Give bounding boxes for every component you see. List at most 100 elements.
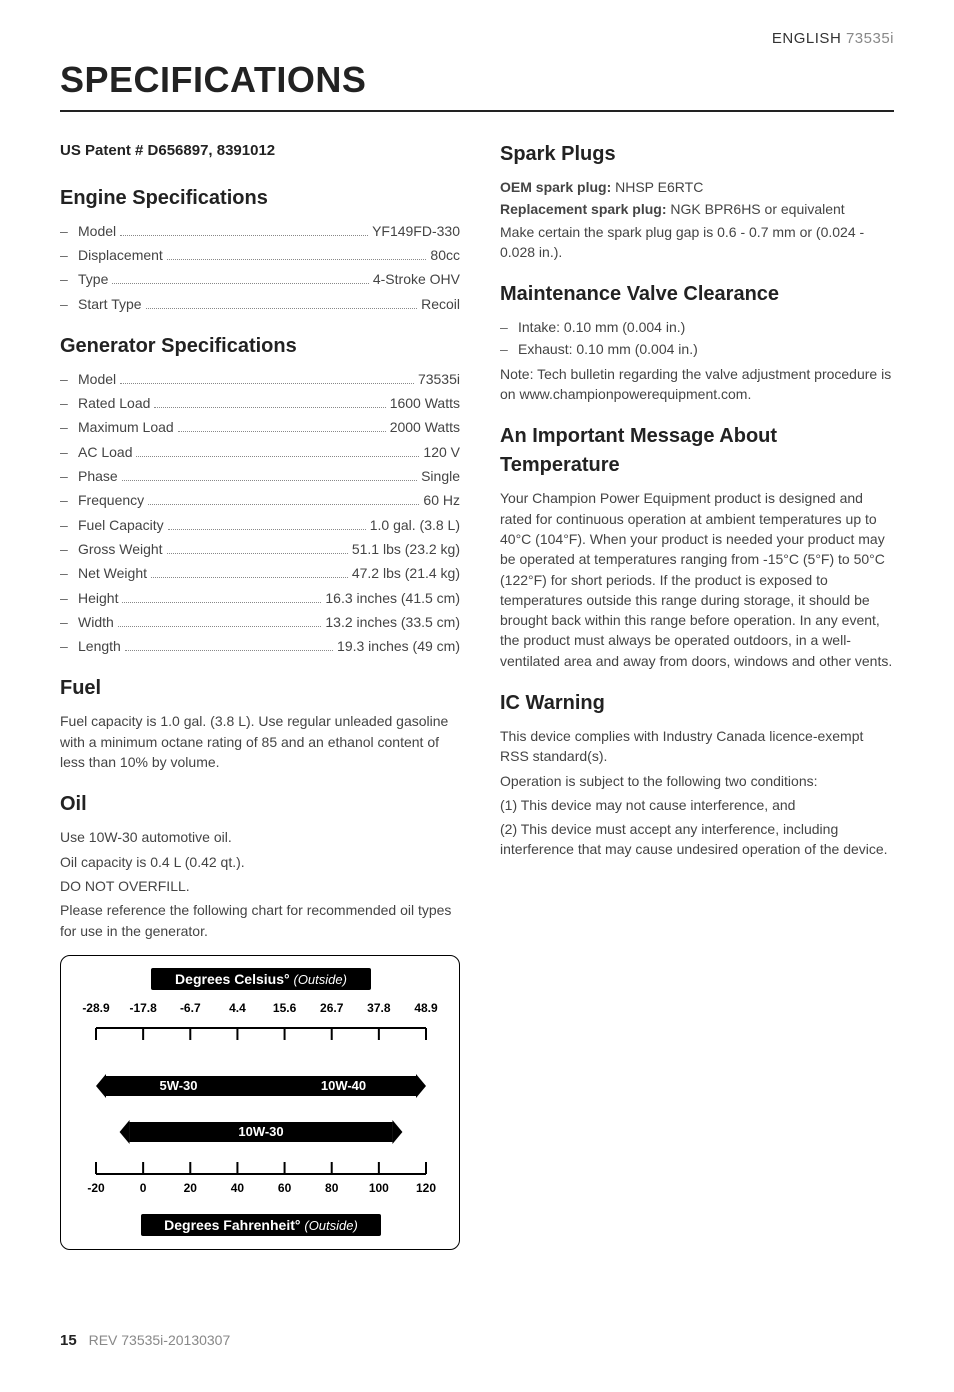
dash-icon: – <box>500 339 518 359</box>
spec-value: 80cc <box>430 245 460 265</box>
svg-text:0: 0 <box>140 1181 147 1195</box>
svg-text:4.4: 4.4 <box>229 1001 246 1015</box>
spec-value: 1.0 gal. (3.8 L) <box>370 515 460 535</box>
spec-value: 1600 Watts <box>390 393 460 413</box>
spec-value: 120 V <box>423 442 460 462</box>
spec-row: –Net Weight47.2 lbs (21.4 kg) <box>60 563 460 583</box>
oil-line: Oil capacity is 0.4 L (0.42 qt.). <box>60 852 460 872</box>
svg-text:Degrees Celsius° (Outside): Degrees Celsius° (Outside) <box>175 971 347 987</box>
engine-specs-list: –ModelYF149FD-330 –Displacement 80cc –Type4… <box>60 221 460 314</box>
svg-text:15.6: 15.6 <box>273 1001 297 1015</box>
left-column: US Patent # D656897, 8391012 Engine Spec… <box>60 140 460 1250</box>
fuel-body: Fuel capacity is 1.0 gal. (3.8 L). Use r… <box>60 711 460 772</box>
svg-text:40: 40 <box>231 1181 245 1195</box>
spec-row: –ModelYF149FD-330 <box>60 221 460 241</box>
svg-text:120: 120 <box>416 1181 436 1195</box>
spec-row: –Length19.3 inches (49 cm) <box>60 636 460 656</box>
svg-text:80: 80 <box>325 1181 339 1195</box>
svg-text:10W-40: 10W-40 <box>321 1078 366 1093</box>
spec-value: 47.2 lbs (21.4 kg) <box>352 563 460 583</box>
spec-row: –Start TypeRecoil <box>60 294 460 314</box>
dot-leader <box>168 529 366 530</box>
dot-leader <box>136 456 419 457</box>
dot-leader <box>120 235 368 236</box>
dash-icon: – <box>60 588 78 608</box>
dash-icon: – <box>60 442 78 462</box>
dot-leader <box>118 626 322 627</box>
oil-line: DO NOT OVERFILL. <box>60 876 460 896</box>
patent-line: US Patent # D656897, 8391012 <box>60 140 460 162</box>
dot-leader <box>151 577 348 578</box>
spec-label: Model <box>78 221 116 241</box>
svg-text:-20: -20 <box>87 1181 105 1195</box>
spec-row: –Model73535i <box>60 369 460 389</box>
dash-icon: – <box>60 369 78 389</box>
page-title: SPECIFICATIONS <box>60 54 894 112</box>
svg-text:20: 20 <box>184 1181 198 1195</box>
dot-leader <box>167 259 427 260</box>
replacement-spark-plug: Replacement spark plug: NGK BPR6HS or eq… <box>500 199 894 219</box>
svg-text:Degrees Fahrenheit° (Outside): Degrees Fahrenheit° (Outside) <box>164 1217 358 1233</box>
spec-label: AC Load <box>78 442 132 462</box>
spec-label: Length <box>78 636 121 656</box>
ic-line: This device complies with Industry Canad… <box>500 726 894 767</box>
spec-row: –Displacement 80cc <box>60 245 460 265</box>
dash-icon: – <box>60 490 78 510</box>
fuel-heading: Fuel <box>60 674 460 703</box>
dash-icon: – <box>60 393 78 413</box>
spec-label: Phase <box>78 466 118 486</box>
spec-label: Width <box>78 612 114 632</box>
dot-leader <box>148 504 419 505</box>
dash-icon: – <box>60 245 78 265</box>
engine-specs-heading: Engine Specifications <box>60 184 460 213</box>
svg-text:26.7: 26.7 <box>320 1001 344 1015</box>
ic-line: (2) This device must accept any interfer… <box>500 819 894 860</box>
svg-text:-6.7: -6.7 <box>180 1001 201 1015</box>
spec-value: 16.3 inches (41.5 cm) <box>325 588 460 608</box>
spec-label: Type <box>78 269 108 289</box>
list-item-text: Intake: 0.10 mm (0.004 in.) <box>518 317 685 337</box>
ic-warning-heading: IC Warning <box>500 689 894 718</box>
spec-label: Displacement <box>78 245 163 265</box>
spec-value: 51.1 lbs (23.2 kg) <box>352 539 460 559</box>
svg-text:-28.9: -28.9 <box>82 1001 110 1015</box>
valve-clearance-note: Note: Tech bulletin regarding the valve … <box>500 364 894 405</box>
spec-label: Fuel Capacity <box>78 515 164 535</box>
spec-value: 19.3 inches (49 cm) <box>337 636 460 656</box>
dash-icon: – <box>60 563 78 583</box>
spec-row: –PhaseSingle <box>60 466 460 486</box>
dash-icon: – <box>60 417 78 437</box>
page-number: 15 <box>60 1332 77 1349</box>
page-footer: 15 REV 73535i-20130307 <box>60 1330 894 1352</box>
header-model-number: 73535i <box>846 30 894 47</box>
dot-leader <box>146 308 418 309</box>
temperature-heading: An Important Message About Temperature <box>500 422 894 480</box>
spec-value: 2000 Watts <box>390 417 460 437</box>
dot-leader <box>167 553 348 554</box>
spec-value: 73535i <box>418 369 460 389</box>
list-item-text: Exhaust: 0.10 mm (0.004 in.) <box>518 339 698 359</box>
generator-specs-list: –Model73535i–Rated Load1600 Watts–Maximu… <box>60 369 460 657</box>
spec-row: –Type4-Stroke OHV <box>60 269 460 289</box>
dot-leader <box>178 431 386 432</box>
oil-temp-chart: Degrees Celsius° (Outside)-28.9-17.8-6.7… <box>60 955 460 1250</box>
svg-text:100: 100 <box>369 1181 389 1195</box>
oil-line: Please reference the following chart for… <box>60 900 460 941</box>
spark-plugs-heading: Spark Plugs <box>500 140 894 169</box>
dot-leader <box>154 407 385 408</box>
spec-row: –Fuel Capacity1.0 gal. (3.8 L) <box>60 515 460 535</box>
header-language: ENGLISH <box>772 30 841 47</box>
dot-leader <box>122 602 321 603</box>
dot-leader <box>122 480 417 481</box>
spark-plug-gap: Make certain the spark plug gap is 0.6 -… <box>500 222 894 263</box>
temperature-body: Your Champion Power Equipment product is… <box>500 488 894 671</box>
svg-text:37.8: 37.8 <box>367 1001 391 1015</box>
right-column: Spark Plugs OEM spark plug: NHSP E6RTC R… <box>500 140 894 1250</box>
spec-label: Frequency <box>78 490 144 510</box>
spec-label: Gross Weight <box>78 539 163 559</box>
repl-label: Replacement spark plug: <box>500 201 667 217</box>
spec-value: 60 Hz <box>423 490 460 510</box>
spec-row: –Frequency 60 Hz <box>60 490 460 510</box>
dash-icon: – <box>500 317 518 337</box>
spec-label: Height <box>78 588 118 608</box>
